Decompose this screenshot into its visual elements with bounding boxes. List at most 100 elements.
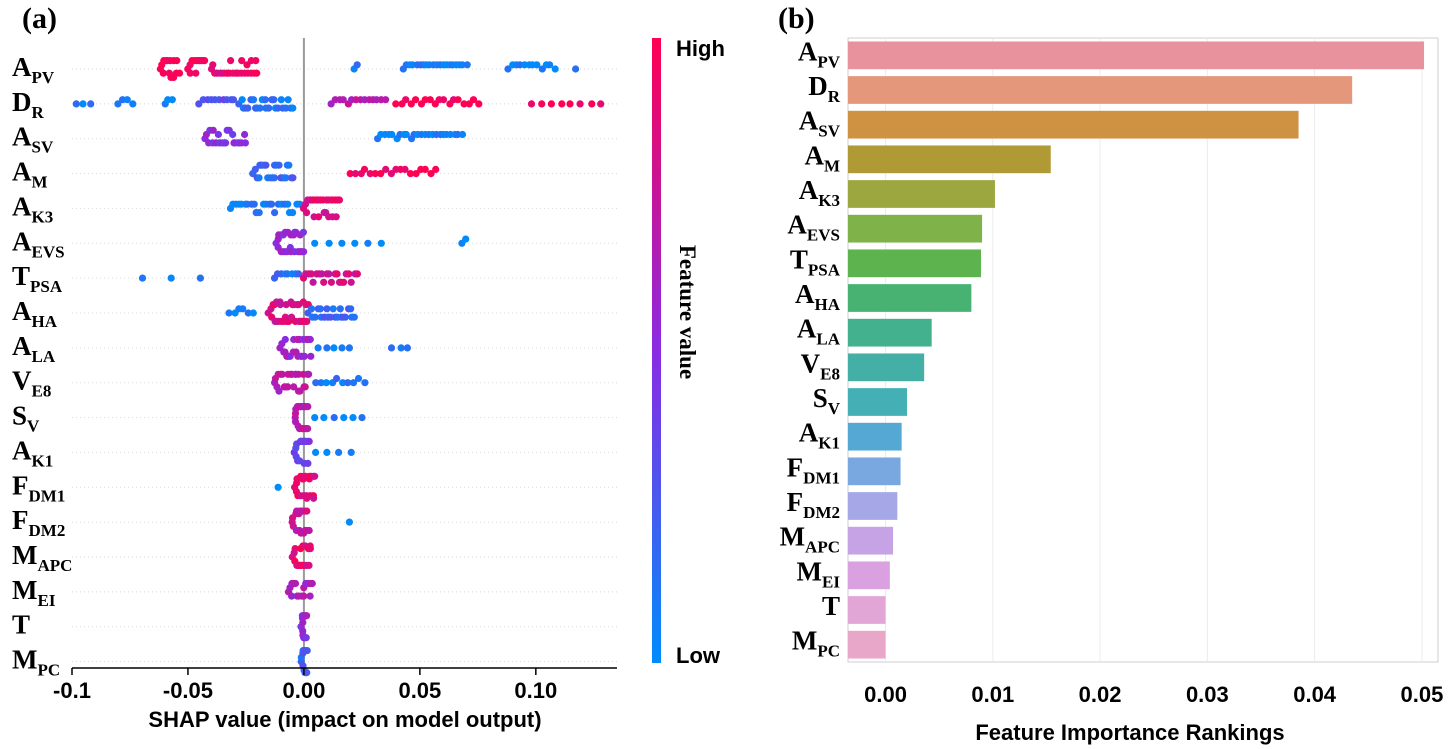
b-feature-label-14: MAPC xyxy=(780,522,840,557)
b-feature-label-12: FDM1 xyxy=(787,452,840,487)
shap-point xyxy=(304,425,312,433)
a-feature-label-sub: V xyxy=(27,417,40,436)
x-tick-label-b: 0.00 xyxy=(864,682,907,707)
shap-point xyxy=(186,69,194,77)
b-feature-label-sub: DM1 xyxy=(803,468,840,487)
importance-bar xyxy=(848,76,1353,104)
shap-point xyxy=(341,313,349,321)
shap-point xyxy=(336,305,344,313)
shap-point xyxy=(114,100,122,108)
a-feature-label-main: D xyxy=(12,87,32,117)
shap-point xyxy=(387,344,396,352)
b-feature-label-main: F xyxy=(787,487,804,517)
shap-point xyxy=(458,130,467,139)
a-feature-label-main: F xyxy=(12,470,29,500)
shap-point xyxy=(284,200,292,208)
b-feature-label-main: T xyxy=(822,591,840,621)
b-feature-label-sub: DM2 xyxy=(803,503,840,522)
a-feature-label-9: VE8 xyxy=(12,366,51,401)
shap-point xyxy=(547,100,556,108)
shap-point xyxy=(168,96,176,104)
shap-point xyxy=(129,100,137,108)
a-feature-label-sub: E8 xyxy=(32,382,52,401)
importance-bar xyxy=(848,422,902,451)
shap-point xyxy=(306,592,314,600)
a-feature-label-14: MAPC xyxy=(12,540,72,575)
shap-point xyxy=(421,165,429,173)
shap-point xyxy=(289,104,297,112)
shap-point xyxy=(382,96,390,104)
shap-point xyxy=(361,379,369,387)
shap-point xyxy=(572,65,580,73)
shap-point xyxy=(311,472,319,480)
b-feature-label-sub: HA xyxy=(815,295,841,314)
b-feature-label-main: A xyxy=(795,279,815,309)
a-feature-label-main: A xyxy=(12,122,32,152)
shap-point xyxy=(345,344,353,352)
a-feature-label-sub: DM2 xyxy=(29,521,66,540)
shap-point xyxy=(339,96,347,104)
a-feature-label-sub: K3 xyxy=(32,207,54,226)
shap-point xyxy=(469,96,478,104)
importance-bar xyxy=(848,214,983,243)
shap-point xyxy=(282,174,290,182)
a-feature-label-3: AM xyxy=(12,157,48,192)
shap-point xyxy=(173,57,181,65)
b-feature-label-3: AM xyxy=(804,140,840,175)
shap-point xyxy=(350,313,358,321)
x-tick-label-a: 0.00 xyxy=(283,678,326,703)
shap-point xyxy=(597,100,605,108)
a-feature-label-5: AEVS xyxy=(12,226,65,261)
importance-bar xyxy=(848,110,1299,139)
shap-point xyxy=(412,96,420,104)
a-feature-label-17: MPC xyxy=(12,645,60,680)
shap-point xyxy=(196,274,204,282)
a-feature-label-sub: EI xyxy=(37,591,55,610)
shap-point xyxy=(277,96,285,104)
shap-point xyxy=(307,270,315,278)
a-feature-label-13: FDM2 xyxy=(12,505,65,540)
shap-point xyxy=(426,96,434,104)
shap-point xyxy=(303,647,311,655)
shap-point xyxy=(338,344,346,352)
shap-point xyxy=(475,100,483,108)
shap-point xyxy=(288,592,296,600)
shap-point xyxy=(387,170,395,178)
shap-point xyxy=(533,61,541,69)
x-tick-label-b: 0.05 xyxy=(1400,682,1443,707)
b-feature-label-main: D xyxy=(808,71,828,101)
b-feature-label-main: A xyxy=(799,106,819,136)
shap-point xyxy=(397,344,405,352)
a-feature-label-sub: M xyxy=(32,173,48,192)
b-feature-label-sub: K1 xyxy=(818,434,840,453)
shap-point xyxy=(278,370,286,378)
shap-point xyxy=(566,100,574,108)
shap-point xyxy=(588,100,596,108)
shap-point xyxy=(330,414,338,422)
shap-point xyxy=(281,335,289,344)
shap-point xyxy=(265,104,273,112)
shap-point xyxy=(255,209,263,217)
b-feature-label-main: V xyxy=(801,348,821,378)
importance-bar xyxy=(848,353,925,382)
shap-point xyxy=(377,170,385,178)
shap-point xyxy=(252,57,260,65)
colorbar-low-label: Low xyxy=(676,643,721,668)
a-feature-label-12: FDM1 xyxy=(12,470,65,505)
shap-point xyxy=(195,100,203,108)
b-feature-label-main: A xyxy=(804,140,824,170)
shap-point xyxy=(366,170,374,178)
shap-point xyxy=(403,344,411,352)
a-feature-label-main: M xyxy=(12,645,37,675)
b-feature-label-main: T xyxy=(790,244,808,274)
b-feature-label-9: VE8 xyxy=(801,348,840,383)
shap-point xyxy=(305,370,313,378)
shap-point xyxy=(346,170,354,178)
shap-point xyxy=(256,104,264,112)
shap-point xyxy=(307,352,315,360)
shap-point xyxy=(333,374,341,383)
a-feature-label-main: A xyxy=(12,52,32,82)
shap-point xyxy=(347,305,355,313)
a-feature-label-main: T xyxy=(12,610,30,640)
